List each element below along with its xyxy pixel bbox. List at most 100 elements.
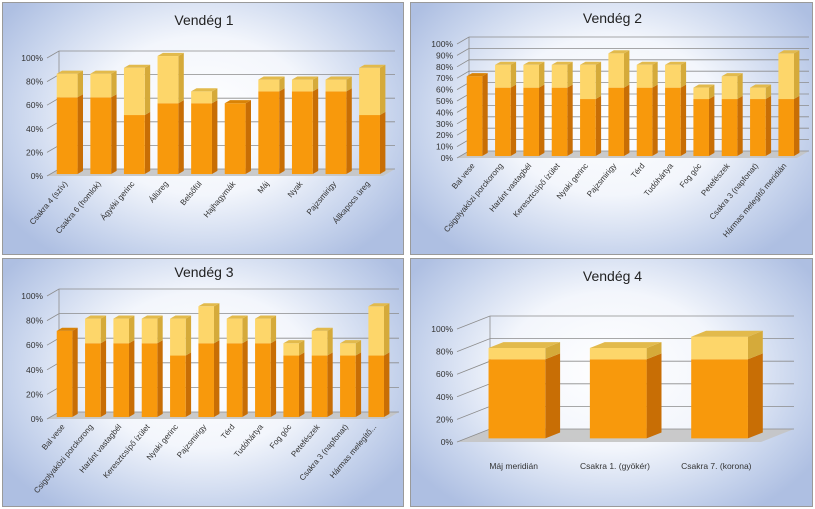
bar-cap-side	[794, 50, 800, 99]
bar-cap-side	[214, 303, 220, 344]
x-tick-label-pajzsmirigy: Pajzsmirigy	[585, 162, 618, 199]
bar-cap-top	[258, 76, 285, 80]
bar-cap	[85, 318, 101, 344]
bar-cap-top	[778, 50, 800, 54]
chart-svg-vendeg-3: Vendég 30%20%40%60%80%100%Bal veseCsigol…	[21, 264, 399, 495]
bar-cap-side	[680, 61, 687, 88]
bar-base-side	[178, 100, 184, 174]
bar-cap	[778, 53, 794, 100]
x-tick-label-fog-g-c: Fog góc	[678, 162, 703, 190]
x-tick-label-fog-g-c: Fog góc	[268, 423, 293, 451]
gridline	[46, 288, 399, 297]
bar-base	[56, 330, 73, 418]
bar-cap	[113, 318, 129, 344]
bar-cap-top	[368, 303, 390, 307]
bar-cap-top	[191, 88, 218, 92]
bar-cap-side	[111, 70, 117, 98]
x-tick-label-pajzsmirigy: Pajzsmirigy	[175, 423, 208, 460]
y-tick-label: 60%	[26, 340, 43, 350]
bar-cap-top	[198, 303, 220, 307]
bar-base-side	[77, 94, 83, 174]
bar-cap-side	[157, 315, 163, 344]
bar-cap-top	[226, 315, 248, 319]
bar-base-side	[346, 88, 352, 174]
bar-cap-side	[144, 64, 151, 115]
bar-cap	[56, 73, 78, 98]
bar-cap-top	[123, 64, 151, 68]
chart-svg-vendeg-1: Vendég 10%20%40%60%80%100%Csakra 4 (szív…	[21, 12, 395, 235]
y-tick-label: 20%	[436, 130, 453, 140]
bar-base-side	[129, 340, 135, 417]
bar-cap-top	[580, 61, 602, 65]
bar-base-side	[111, 94, 117, 174]
bar-cap	[311, 330, 328, 356]
gridline	[456, 36, 809, 45]
y-tick-label: 100%	[21, 291, 43, 301]
bar-cap-top	[85, 315, 107, 319]
bar-cap	[721, 76, 738, 100]
bar-cap	[636, 64, 653, 88]
bar-cap-top	[523, 61, 545, 65]
y-tick-label: 80%	[26, 316, 43, 326]
bar-cap	[283, 343, 299, 356]
bar-cap-side	[709, 84, 715, 99]
bar-base-side	[299, 352, 305, 417]
bar-base-side	[270, 340, 277, 417]
bar-base	[157, 103, 179, 175]
bar-cap	[693, 87, 709, 100]
bar-base	[123, 115, 145, 175]
bar-base-side	[214, 340, 220, 417]
y-tick-label: 0%	[31, 171, 44, 181]
bar-cap-side	[100, 315, 107, 344]
bar-cap	[170, 318, 186, 356]
gridline	[456, 315, 794, 330]
bar-base	[488, 359, 546, 439]
y-tick-label: 20%	[436, 414, 453, 424]
bar-cap-side	[346, 76, 352, 92]
bar-cap-side	[737, 73, 743, 99]
bar-base-side	[794, 95, 800, 156]
x-tick-label-csakra-3-napfonat: Csakra 3 (napfonat)	[708, 161, 761, 221]
chart-title: Vendég 1	[174, 12, 233, 28]
bar-cap-top	[359, 64, 386, 68]
bar-base-side	[709, 95, 715, 156]
bar-cap-side	[185, 315, 192, 356]
bar-base-side	[384, 352, 390, 417]
x-tick-label-tud-h-rtya: Tudóhártya	[232, 422, 265, 459]
bar-base	[523, 87, 539, 157]
chart-floor	[457, 151, 809, 158]
bar-base	[551, 87, 568, 157]
bar-cap-side	[510, 61, 517, 88]
y-tick-label: 80%	[26, 77, 43, 87]
bar-cap-side	[327, 327, 333, 356]
y-tick-label: 40%	[26, 124, 43, 134]
bar-cap-top	[141, 315, 163, 319]
bar-cap-side	[355, 340, 362, 356]
bar-base	[495, 87, 511, 157]
bar-base-top	[466, 73, 488, 77]
bar-cap-side	[747, 330, 763, 360]
bar-base	[258, 91, 280, 175]
bar-base	[778, 99, 794, 157]
bar-base-side	[279, 88, 285, 174]
bar-base	[750, 99, 766, 157]
x-tick-label-gy-ki-gerinc: Ágyéki gerinc	[99, 180, 137, 223]
bar-cap	[191, 91, 212, 104]
x-tick-label-m-j: Máj	[256, 179, 271, 195]
bar-base-side	[327, 352, 333, 417]
bar-cap-side	[545, 342, 561, 360]
bar-base	[198, 343, 214, 418]
y-tick-label: 20%	[26, 389, 43, 399]
bar-base	[589, 359, 647, 439]
bar-base	[311, 355, 328, 418]
bar-base-top	[56, 327, 78, 331]
bar-cap	[523, 64, 539, 88]
bar-base-top	[224, 100, 251, 104]
bar-base-side	[510, 84, 517, 156]
y-tick-label: 80%	[436, 347, 453, 357]
bar-cap	[551, 64, 568, 88]
x-tick-label-pajzsmirigy: Pajzsmirigy	[305, 180, 338, 217]
y-tick-label: 10%	[436, 142, 453, 152]
chart-floor	[47, 412, 399, 419]
bar-cap-top	[721, 73, 743, 77]
